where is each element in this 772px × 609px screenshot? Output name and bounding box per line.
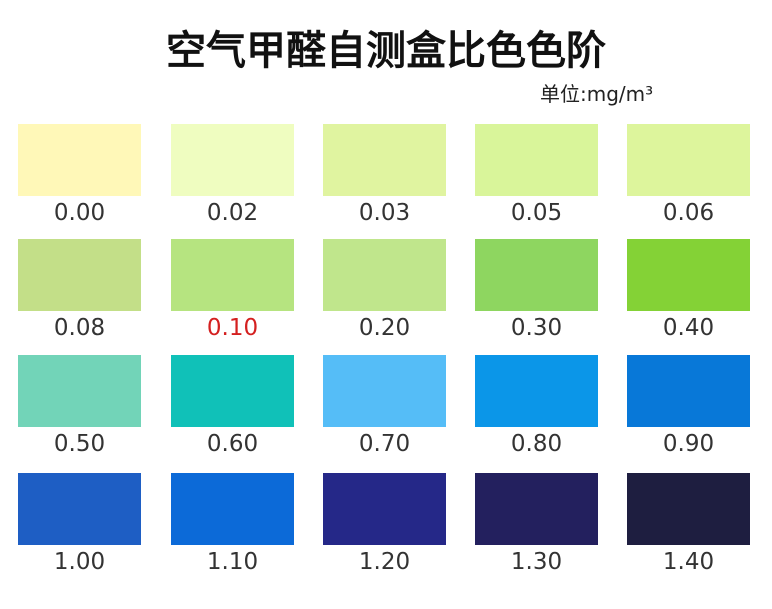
color-swatch bbox=[475, 473, 598, 545]
swatch-label: 0.06 bbox=[662, 200, 715, 226]
swatch-label: 1.40 bbox=[662, 549, 715, 575]
swatch-label: 1.10 bbox=[206, 549, 259, 575]
color-swatch bbox=[627, 473, 750, 545]
swatch-label: 0.40 bbox=[662, 315, 715, 341]
swatch-label: 0.60 bbox=[206, 431, 259, 457]
swatch-label: 0.90 bbox=[662, 431, 715, 457]
color-swatch bbox=[475, 355, 598, 427]
color-swatch bbox=[18, 239, 141, 311]
swatch-label: 0.03 bbox=[358, 200, 411, 226]
color-swatch bbox=[18, 473, 141, 545]
swatch-label: 1.30 bbox=[510, 549, 563, 575]
color-swatch bbox=[171, 355, 294, 427]
color-swatch bbox=[171, 239, 294, 311]
color-swatch bbox=[18, 355, 141, 427]
swatch-label: 0.20 bbox=[358, 315, 411, 341]
title: 空气甲醛自测盒比色色阶 bbox=[166, 28, 606, 74]
unit: 单位:mg/m³ bbox=[540, 82, 654, 106]
color-swatch bbox=[475, 124, 598, 196]
color-swatch bbox=[323, 124, 446, 196]
color-swatch bbox=[323, 355, 446, 427]
swatch-label: 0.08 bbox=[53, 315, 106, 341]
swatch-label: 0.05 bbox=[510, 200, 563, 226]
color-swatch bbox=[475, 239, 598, 311]
swatch-label: 0.02 bbox=[206, 200, 259, 226]
swatch-label: 0.50 bbox=[53, 431, 106, 457]
color-swatch bbox=[171, 124, 294, 196]
swatch-label: 0.30 bbox=[510, 315, 563, 341]
swatch-label: 1.00 bbox=[53, 549, 106, 575]
color-swatch bbox=[171, 473, 294, 545]
swatch-label: 0.80 bbox=[510, 431, 563, 457]
color-swatch bbox=[627, 124, 750, 196]
swatch-label: 0.00 bbox=[53, 200, 106, 226]
swatch-label: 0.70 bbox=[358, 431, 411, 457]
color-swatch bbox=[18, 124, 141, 196]
color-swatch bbox=[323, 239, 446, 311]
color-swatch bbox=[627, 355, 750, 427]
color-swatch bbox=[323, 473, 446, 545]
swatch-label: 1.20 bbox=[358, 549, 411, 575]
swatch-label: 0.10 bbox=[206, 315, 259, 341]
color-swatch bbox=[627, 239, 750, 311]
